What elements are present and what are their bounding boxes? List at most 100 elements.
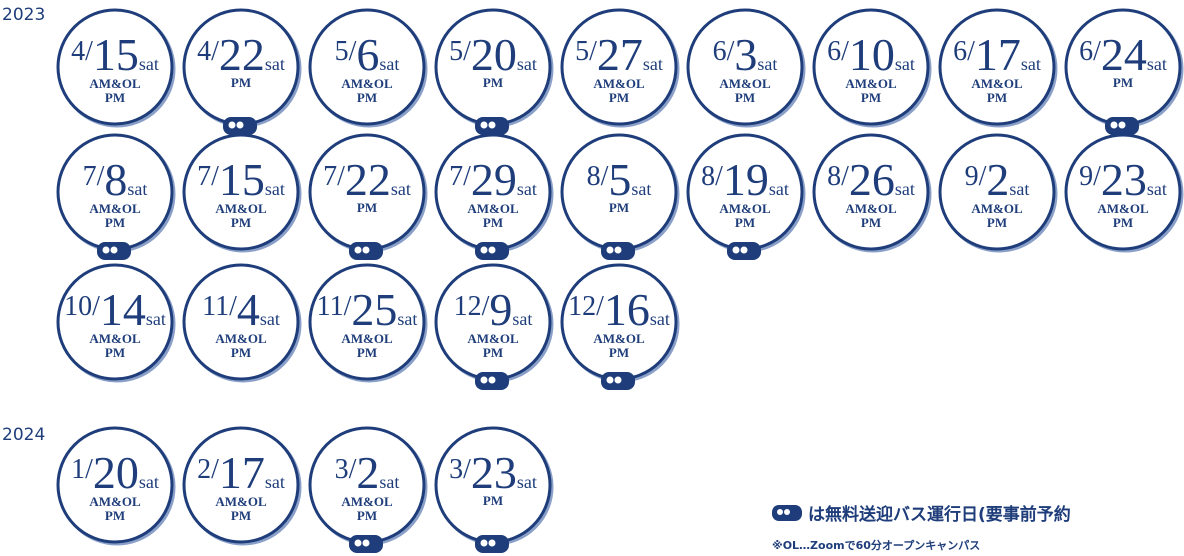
date-text: 12/16sat	[568, 284, 670, 335]
session: AM&OL	[89, 331, 141, 346]
weekday: sat	[397, 309, 417, 329]
date-text: 12/9sat	[454, 284, 533, 335]
weekday: sat	[379, 54, 399, 74]
bus-icon	[97, 242, 131, 260]
badge-circle	[812, 8, 930, 126]
day: 16	[604, 284, 650, 335]
month: 2/	[197, 454, 219, 485]
weekday: sat	[391, 179, 411, 199]
month: 8/	[827, 161, 849, 192]
bus-icon	[349, 242, 383, 260]
session: AM&OL	[89, 76, 141, 91]
badge-circle	[182, 263, 300, 381]
month: 7/	[83, 161, 105, 192]
legend-bus-icon	[772, 505, 802, 521]
session: PM	[1113, 75, 1133, 90]
month: 1/	[71, 454, 93, 485]
weekday: sat	[127, 179, 147, 199]
session: AM&OL	[341, 76, 393, 91]
day: 19	[723, 154, 769, 205]
bus-icon	[475, 117, 509, 135]
day: 20	[93, 447, 139, 498]
bus-eye	[102, 246, 110, 254]
session: PM	[1113, 215, 1133, 230]
month: 12/	[568, 291, 604, 322]
date-text: 11/25sat	[317, 284, 418, 335]
bus-eye	[488, 246, 496, 254]
weekday: sat	[146, 309, 166, 329]
badge-circle	[308, 263, 426, 381]
session: AM&OL	[341, 494, 393, 509]
session: PM	[735, 215, 755, 230]
bus-eye	[488, 539, 496, 547]
day: 14	[100, 284, 146, 335]
badge-circle	[938, 8, 1056, 126]
session: AM&OL	[719, 201, 771, 216]
date-text: 1/20sat	[71, 447, 159, 498]
date-text: 6/17sat	[953, 29, 1041, 80]
weekday: sat	[265, 179, 285, 199]
bus-eye	[606, 246, 614, 254]
weekday: sat	[517, 54, 537, 74]
bus-icon	[727, 242, 761, 260]
date-text: 3/23sat	[449, 447, 537, 498]
day: 17	[219, 447, 265, 498]
weekday: sat	[757, 54, 777, 74]
bus-icon	[475, 242, 509, 260]
session: PM	[231, 75, 251, 90]
bus-icon	[1105, 117, 1139, 135]
day: 15	[93, 29, 139, 80]
month: 7/	[197, 161, 219, 192]
date-text: 7/8sat	[83, 154, 148, 205]
date-text: 7/29sat	[449, 154, 537, 205]
bus-eye	[488, 376, 496, 384]
weekday: sat	[260, 309, 280, 329]
bus-eye	[732, 246, 740, 254]
month: 4/	[71, 36, 93, 67]
month: 12/	[454, 291, 490, 322]
session: PM	[357, 345, 377, 360]
session: AM&OL	[89, 201, 141, 216]
weekday: sat	[769, 179, 789, 199]
month: 10/	[64, 291, 100, 322]
month: 4/	[197, 36, 219, 67]
session: PM	[483, 493, 503, 508]
bus-eye	[362, 246, 370, 254]
badge-circle	[182, 426, 300, 544]
month: 9/	[1079, 161, 1101, 192]
month: 6/	[713, 36, 735, 67]
year-label: 2024	[2, 425, 45, 445]
day: 9	[489, 284, 512, 335]
session: AM&OL	[593, 331, 645, 346]
day: 6	[356, 29, 379, 80]
day: 25	[351, 284, 397, 335]
day: 27	[597, 29, 643, 80]
badge-circle	[56, 8, 174, 126]
day: 22	[345, 154, 391, 205]
month: 6/	[827, 36, 849, 67]
date-text: 10/14sat	[64, 284, 166, 335]
session: AM&OL	[719, 76, 771, 91]
bus-icon	[601, 372, 635, 390]
badge-circle	[308, 8, 426, 126]
badge-circle	[56, 426, 174, 544]
bus-eye	[606, 376, 614, 384]
month: 8/	[701, 161, 723, 192]
badge-circle	[182, 133, 300, 251]
